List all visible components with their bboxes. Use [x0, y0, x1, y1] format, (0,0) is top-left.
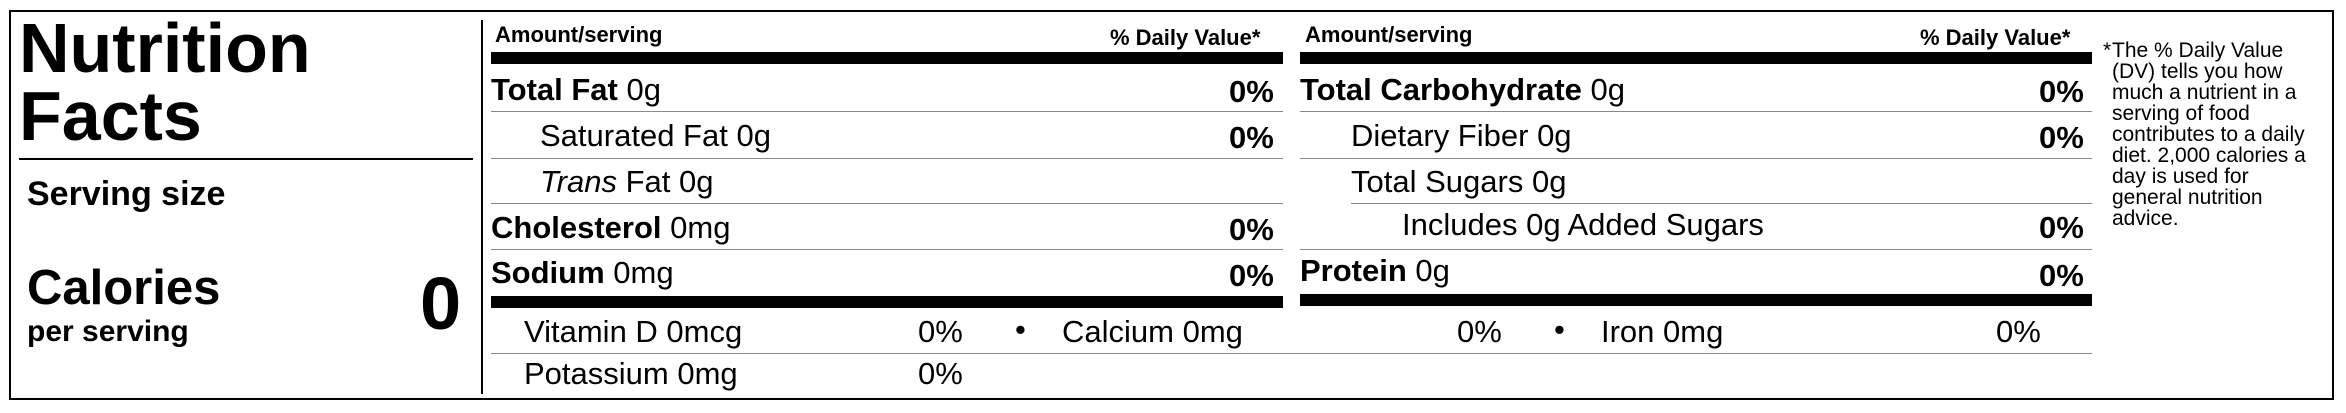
- bullet-separator: •: [1554, 312, 1565, 347]
- left-amount-header: Amount/serving: [495, 22, 663, 47]
- protein-row: Protein 0g: [1300, 253, 1450, 288]
- left-dv-header: % Daily Value*: [1110, 25, 1261, 50]
- left-rule-1: [491, 111, 1283, 112]
- added-sugars-row: Includes 0g Added Sugars: [1402, 207, 1764, 242]
- vitamins-rule: [491, 353, 2092, 354]
- added-sugars-dv: 0%: [2039, 210, 2084, 245]
- total-carb-dv: 0%: [2039, 74, 2084, 109]
- iron-dv: 0%: [1996, 314, 2041, 349]
- daily-value-footnote: * The % Daily Value (DV) tells you how m…: [2103, 39, 2322, 230]
- right-rule-2: [1300, 158, 2092, 159]
- left-rule-4: [491, 249, 1283, 250]
- calories-label: Calories: [27, 261, 221, 315]
- right-rule-1: [1300, 111, 2092, 112]
- right-amount-header: Amount/serving: [1305, 22, 1473, 47]
- total-fat-dv: 0%: [1229, 74, 1274, 109]
- column-divider: [481, 20, 483, 394]
- sodium-row: Sodium 0mg: [491, 255, 674, 290]
- sodium-dv: 0%: [1229, 258, 1274, 293]
- per-serving-label: per serving: [27, 315, 189, 348]
- calories-value: 0: [420, 262, 462, 345]
- total-sugars-row: Total Sugars 0g: [1351, 164, 1567, 199]
- vitamin-d-label: Vitamin D 0mcg: [524, 314, 743, 349]
- trans-fat-row: Trans Fat 0g: [540, 164, 714, 199]
- vitamin-d-dv: 0%: [918, 314, 963, 349]
- cholesterol-row: Cholesterol 0mg: [491, 210, 731, 245]
- protein-dv: 0%: [2039, 258, 2084, 293]
- label-title: Nutrition Facts: [19, 9, 311, 155]
- left-thick-rule-bottom: [491, 296, 1283, 308]
- fiber-dv: 0%: [2039, 120, 2084, 155]
- total-carb-row: Total Carbohydrate 0g: [1300, 72, 1626, 107]
- left-rule-3: [491, 203, 1283, 204]
- left-thick-rule-top: [491, 52, 1283, 64]
- title-divider: [19, 158, 473, 160]
- serving-size-label: Serving size: [27, 175, 226, 213]
- saturated-fat-dv: 0%: [1229, 120, 1274, 155]
- right-rule-3: [1351, 203, 2092, 204]
- cholesterol-dv: 0%: [1229, 212, 1274, 247]
- right-thick-rule-bottom: [1300, 294, 2092, 306]
- total-fat-row: Total Fat 0g: [491, 72, 661, 107]
- calcium-label: Calcium 0mg: [1062, 314, 1243, 349]
- fiber-row: Dietary Fiber 0g: [1351, 118, 1572, 153]
- iron-label: Iron 0mg: [1601, 314, 1724, 349]
- right-dv-header: % Daily Value*: [1920, 25, 2071, 50]
- left-rule-2: [491, 158, 1283, 159]
- right-thick-rule-top: [1300, 52, 2092, 64]
- calcium-dv: 0%: [1457, 314, 1502, 349]
- footnote-text: The % Daily Value (DV) tells you how muc…: [2112, 39, 2306, 230]
- potassium-label: Potassium 0mg: [524, 356, 738, 391]
- saturated-fat-row: Saturated Fat 0g: [540, 118, 771, 153]
- nutrition-label: [9, 10, 2334, 400]
- potassium-dv: 0%: [918, 356, 963, 391]
- bullet-separator: •: [1015, 312, 1026, 347]
- footnote-asterisk: *: [2103, 39, 2112, 62]
- right-rule-4: [1300, 249, 2092, 250]
